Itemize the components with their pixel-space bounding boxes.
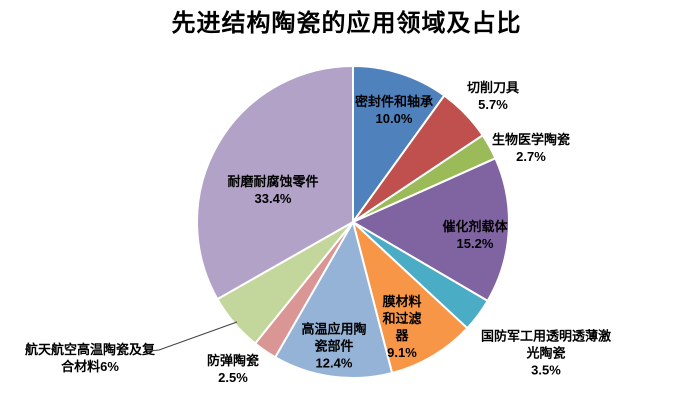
- pie-slice-6: [274, 221, 394, 380]
- pie-slice-3: [352, 157, 510, 302]
- pie-slice-9: [196, 65, 354, 301]
- chart-title: 先进结构陶瓷的应用领域及占比: [171, 11, 522, 37]
- pie-slice-0: [352, 65, 446, 223]
- label-leader-line: [148, 321, 238, 352]
- pie-slice-5: [352, 221, 469, 375]
